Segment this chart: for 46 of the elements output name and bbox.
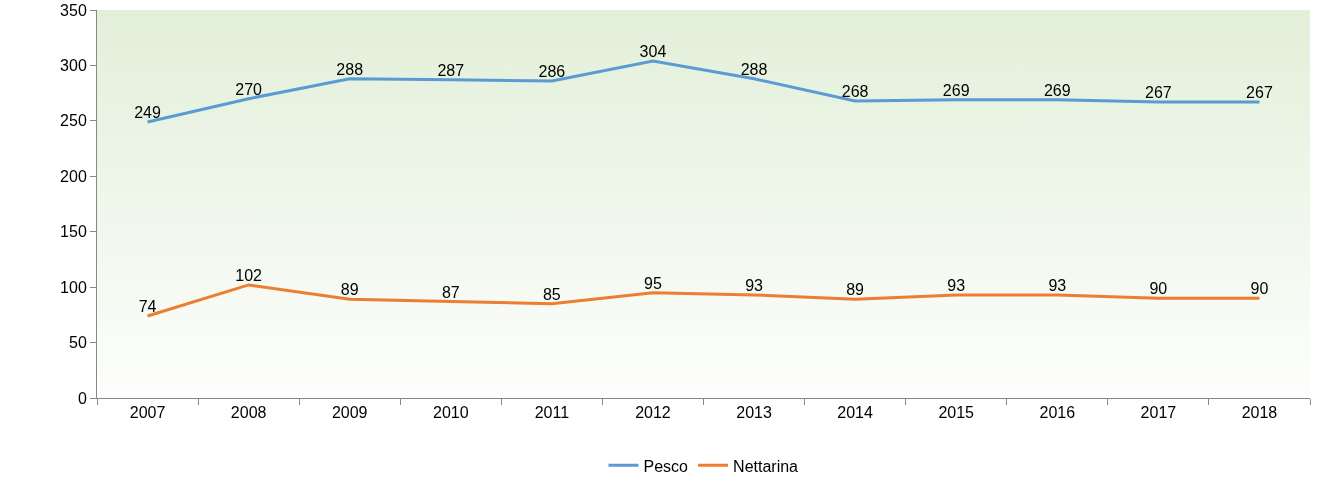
- data-label: 269: [1043, 81, 1071, 99]
- x-tick-label: 2009: [331, 404, 368, 422]
- x-tick-label: 2012: [635, 404, 671, 422]
- x-tick-label: 2010: [432, 404, 469, 422]
- data-label: 288: [740, 60, 768, 78]
- data-label: 90: [1149, 280, 1168, 298]
- data-label: 85: [542, 285, 561, 303]
- x-tick-label: 2011: [534, 404, 570, 422]
- y-tick-label: 100: [60, 278, 87, 296]
- y-tick-label: 50: [69, 334, 87, 352]
- data-label: 269: [942, 81, 970, 99]
- data-label: 288: [336, 60, 364, 78]
- legend-label: Pesco: [643, 457, 689, 475]
- y-tick-label: 300: [60, 57, 87, 75]
- data-label: 74: [138, 297, 157, 315]
- y-tick-label: 200: [60, 167, 87, 185]
- data-label: 90: [1250, 280, 1269, 298]
- data-label: 268: [841, 82, 869, 100]
- data-label: 93: [745, 276, 764, 294]
- x-tick-label: 2007: [129, 404, 166, 422]
- x-tick-label: 2008: [230, 404, 267, 422]
- data-label: 287: [437, 61, 465, 79]
- y-tick-label: 350: [60, 1, 87, 19]
- data-label: 270: [235, 80, 263, 98]
- y-tick-label: 0: [77, 389, 87, 407]
- y-tick-label: 150: [60, 223, 87, 241]
- x-tick-label: 2013: [736, 404, 772, 422]
- x-tick-label: 2015: [938, 404, 975, 422]
- data-label: 267: [1145, 84, 1172, 102]
- y-tick-label: 250: [60, 112, 87, 130]
- data-label: 304: [639, 42, 667, 60]
- x-tick-label: 2014: [837, 404, 874, 422]
- data-label: 93: [1048, 276, 1067, 294]
- data-label: 249: [134, 103, 161, 121]
- x-tick-label: 2018: [1241, 404, 1278, 422]
- x-tick-label: 2017: [1140, 404, 1177, 422]
- data-label: 95: [644, 274, 662, 292]
- data-label: 286: [538, 62, 566, 80]
- data-label: 267: [1246, 84, 1273, 102]
- data-label: 87: [441, 283, 460, 301]
- x-tick-label: 2016: [1039, 404, 1076, 422]
- data-label: 93: [947, 276, 966, 294]
- legend-label: Nettarina: [733, 457, 799, 475]
- data-label: 102: [235, 266, 263, 284]
- data-label: 89: [846, 281, 865, 299]
- data-label: 89: [340, 281, 359, 299]
